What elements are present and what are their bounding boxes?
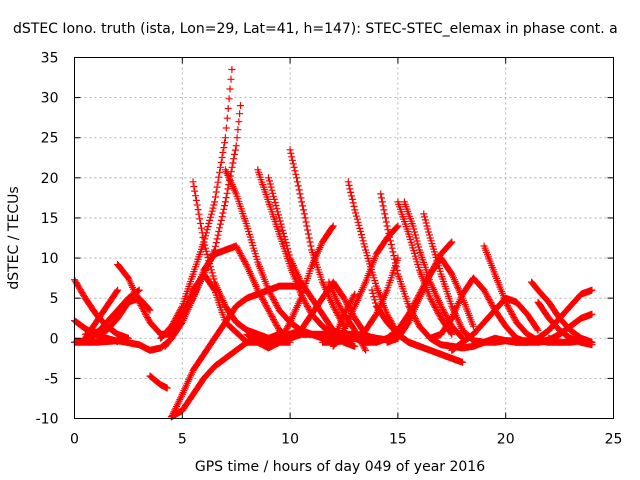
x-tick-label-5: 25 — [605, 432, 623, 448]
data-series-12 — [178, 242, 294, 342]
y-tick-label-2: 0 — [50, 331, 59, 347]
y-tick-labels: -10 -5 0 5 10 15 20 25 30 35 — [36, 51, 59, 428]
series-41-markers — [545, 334, 596, 346]
data-series-23 — [325, 290, 359, 342]
series-12-markers — [178, 242, 294, 342]
y-tick-label-5: 15 — [41, 211, 59, 227]
x-axis-label: GPS time / hours of day 049 of year 2016 — [195, 459, 485, 475]
y-tick-label-8: 30 — [41, 91, 59, 107]
grid — [74, 57, 614, 419]
data-series-35 — [448, 294, 542, 354]
x-tick-label-0: 0 — [70, 432, 79, 448]
y-tick-label-3: 5 — [50, 291, 59, 307]
series-7-markers — [146, 372, 171, 392]
y-tick-label-1: -5 — [45, 371, 59, 387]
series-31-markers — [383, 254, 477, 346]
chart-title: dSTEC Iono. truth (ista, Lon=29, Lat=41,… — [13, 21, 618, 37]
data-marks — [71, 66, 596, 421]
y-tick-label-9: 35 — [41, 51, 59, 67]
y-tick-label-7: 25 — [41, 131, 59, 147]
series-6-markers — [81, 294, 154, 338]
plot-frame — [74, 57, 614, 419]
series-18-markers — [243, 222, 337, 352]
x-tick-label-2: 10 — [281, 432, 299, 448]
y-tick-label-6: 20 — [41, 171, 59, 187]
data-series-8 — [157, 66, 236, 342]
series-8-markers — [157, 66, 236, 342]
y-axis-label: dSTEC / TECUs — [6, 186, 22, 289]
data-series-6 — [81, 294, 154, 338]
y-tick-label-0: -10 — [36, 412, 59, 428]
data-series-31 — [383, 254, 477, 346]
x-tick-label-3: 15 — [389, 432, 407, 448]
data-series-41 — [545, 334, 596, 346]
x-tick-label-4: 20 — [497, 432, 515, 448]
x-tick-labels: 0 5 10 15 20 25 — [70, 432, 622, 448]
series-23-markers — [325, 290, 359, 342]
data-series-18 — [243, 222, 337, 352]
axis-ticks — [74, 57, 614, 419]
series-35-markers — [448, 294, 542, 354]
y-tick-label-4: 10 — [41, 251, 59, 267]
data-series-7 — [146, 372, 171, 392]
x-tick-label-1: 5 — [178, 432, 187, 448]
